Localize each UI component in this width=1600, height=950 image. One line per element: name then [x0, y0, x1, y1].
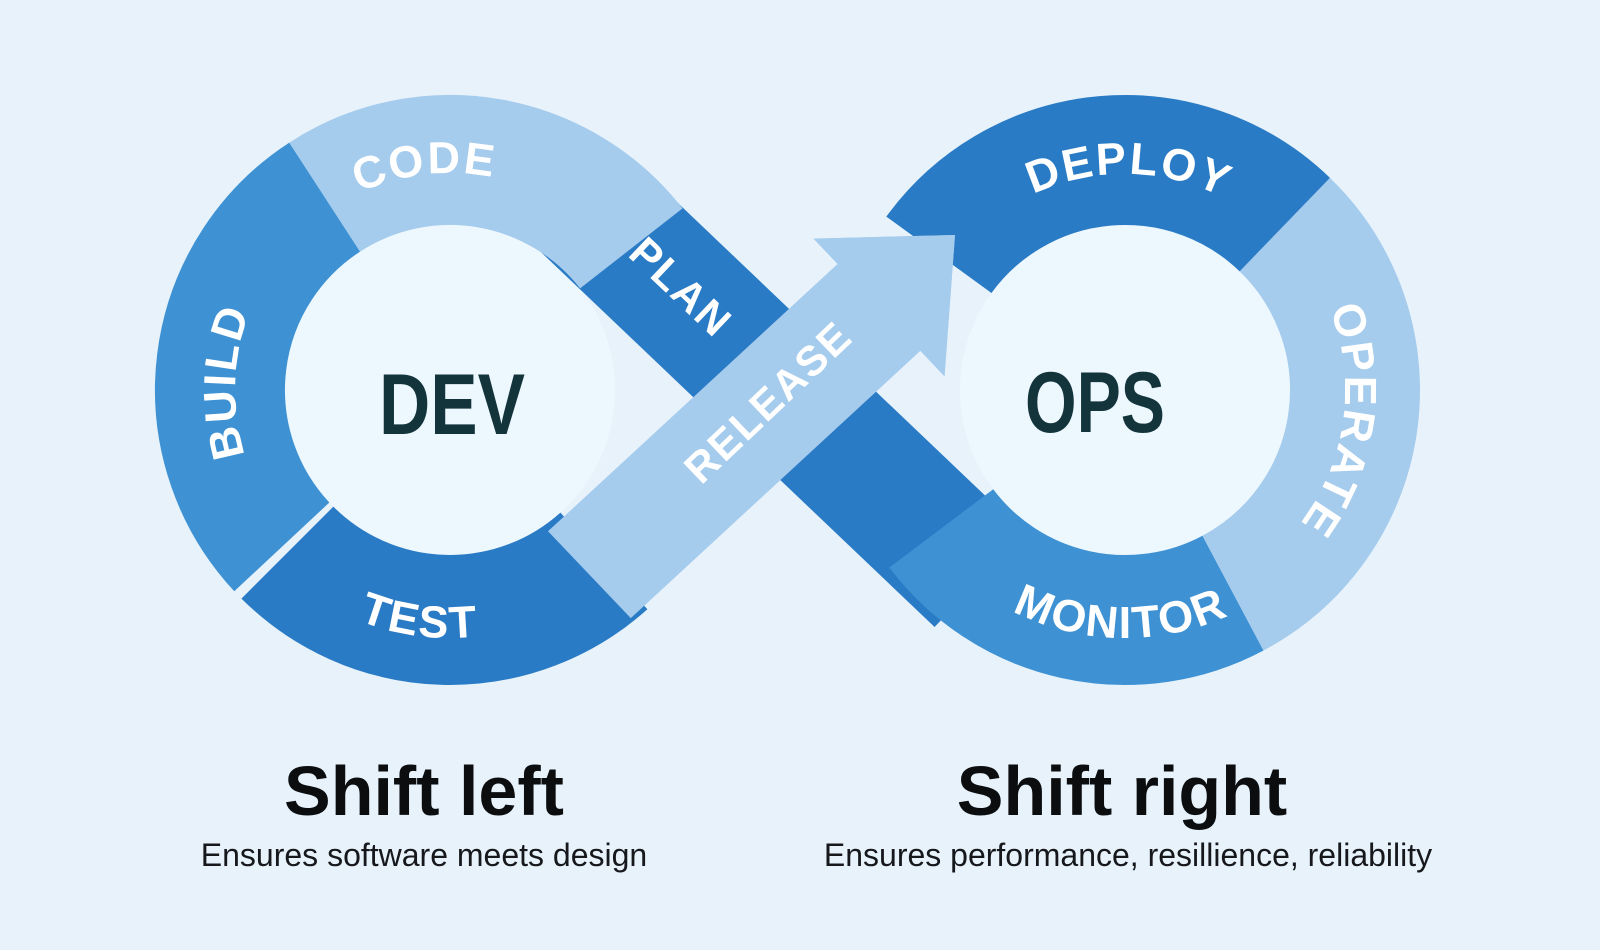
ops-center-label: OPS — [1025, 355, 1165, 451]
shift-left-title: Shift left — [284, 752, 564, 830]
shift-right-subtitle: Ensures performance, resillience, reliab… — [824, 837, 1432, 873]
segment-build-arc — [154, 142, 362, 592]
segment-deploy-arc — [886, 95, 1330, 295]
ops-ring — [886, 95, 1420, 686]
dev-loop-inner — [285, 225, 615, 555]
segment-monitor-arc — [889, 488, 1264, 686]
segment-code-arc — [289, 94, 683, 290]
ops-loop-inner — [960, 225, 1290, 555]
release-arrowhead-icon — [813, 235, 955, 377]
segment-release-arrow — [548, 235, 955, 619]
segment-test-arc — [241, 505, 648, 685]
dev-center-label: DEV — [379, 357, 525, 453]
shift-left-subtitle: Ensures software meets design — [201, 837, 647, 873]
shift-right-title: Shift right — [957, 752, 1287, 830]
segment-operate-arc — [1201, 177, 1420, 651]
